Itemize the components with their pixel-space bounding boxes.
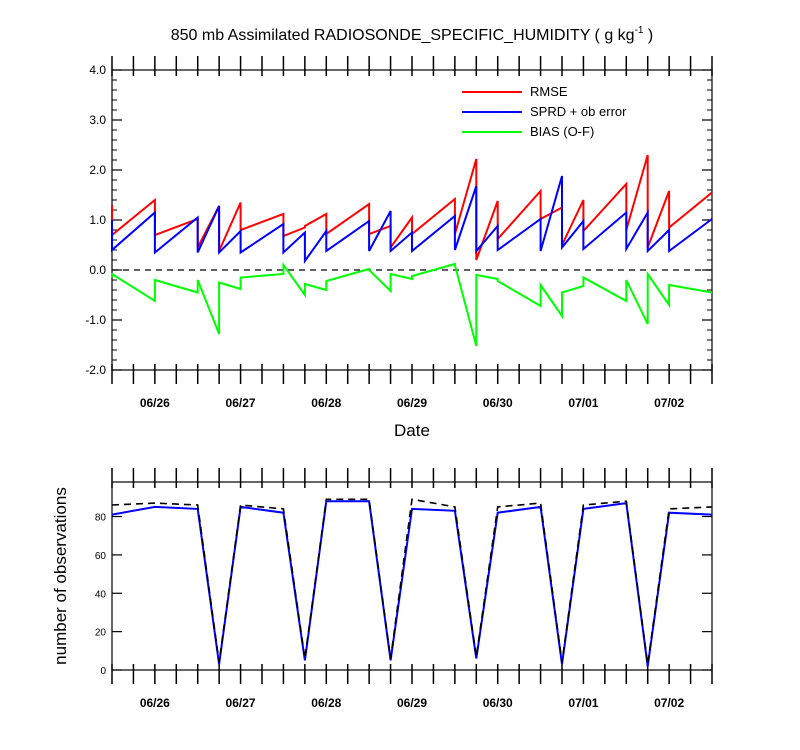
x-tick-label: 06/26 — [140, 696, 170, 710]
series-line-assimilated-observations — [111, 500, 713, 667]
legend-label: SPRD + ob error — [530, 104, 627, 119]
bottom-y-axis-title: number of observations — [51, 487, 70, 665]
legend: RMSE SPRD + ob error BIAS (O-F) — [462, 84, 627, 139]
y-tick-label: 2.0 — [89, 163, 106, 177]
y-tick-label: 20 — [95, 628, 107, 639]
legend-label: RMSE — [530, 84, 568, 99]
y-tick-label: 60 — [95, 551, 107, 562]
y-tick-label: 0 — [100, 666, 106, 677]
x-tick-label: 06/27 — [226, 396, 256, 410]
x-tick-label: 06/29 — [397, 396, 427, 410]
x-tick-label: 06/27 — [226, 696, 256, 710]
top-x-axis-title: Date — [394, 421, 430, 440]
y-tick-label: 0.0 — [89, 263, 106, 277]
y-tick-label: 80 — [95, 513, 107, 524]
x-tick-label: 06/26 — [140, 396, 170, 410]
x-tick-label: 06/29 — [397, 696, 427, 710]
y-tick-label: -2.0 — [85, 363, 106, 377]
bottom-chart-panel: 80 60 40 20 0 06/26 06/27 06/28 06/29 06/30 07/01 0… — [95, 468, 713, 710]
series-line-sprd-ob-error — [111, 175, 713, 265]
x-tick-label: 06/28 — [311, 396, 341, 410]
chart-title-main: 850 mb Assimilated RADIOSONDE_SPECIFIC_H… — [171, 27, 635, 44]
y-tick-label: -1.0 — [85, 313, 106, 327]
x-tick-label: 07/02 — [654, 696, 684, 710]
y-tick-label: 40 — [95, 589, 107, 600]
legend-label: BIAS (O-F) — [530, 124, 594, 139]
y-tick-label: 4.0 — [89, 63, 106, 77]
chart-title: 850 mb Assimilated RADIOSONDE_SPECIFIC_H… — [171, 25, 654, 44]
chart-title-suffix: ) — [643, 27, 653, 44]
x-tick-label: 07/01 — [568, 696, 598, 710]
top-chart-panel: 4.0 3.0 2.0 1.0 0.0 -1.0 -2.0 06/26 06/27 06/28 06… — [85, 56, 713, 410]
x-tick-label: 06/28 — [311, 696, 341, 710]
x-tick-label: 06/30 — [483, 396, 513, 410]
x-tick-label: 07/01 — [568, 396, 598, 410]
y-tick-label: 3.0 — [89, 113, 106, 127]
x-tick-label: 06/30 — [483, 696, 513, 710]
series-line-total-observations — [111, 498, 713, 665]
chart-title-exponent: -1 — [635, 25, 644, 36]
series-line-bias-o-f — [111, 261, 713, 347]
y-tick-label: 1.0 — [89, 213, 106, 227]
x-tick-label: 07/02 — [654, 396, 684, 410]
